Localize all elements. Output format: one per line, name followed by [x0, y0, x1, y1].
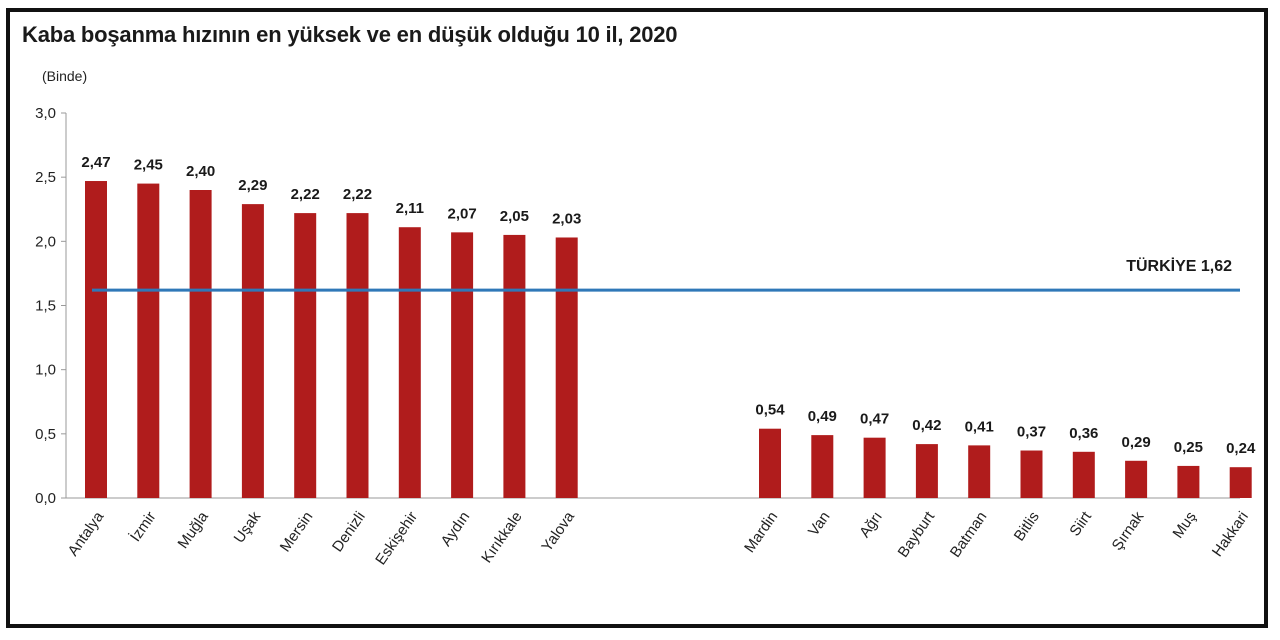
- data-label: 2,03: [552, 210, 581, 227]
- data-label: 2,22: [291, 186, 320, 203]
- chart-title: Kaba boşanma hızının en yüksek ve en düş…: [22, 22, 678, 47]
- category-label: Kırıkkale: [478, 509, 525, 567]
- category-label: Muş: [1169, 509, 1199, 542]
- category-label: Mersin: [277, 509, 317, 556]
- bar: [294, 213, 317, 498]
- data-label: 0,29: [1121, 434, 1150, 451]
- y-tick-label: 3,0: [35, 105, 56, 122]
- data-label: 0,49: [808, 408, 837, 425]
- category-label: Aydın: [438, 509, 474, 550]
- data-label: 0,36: [1069, 425, 1098, 442]
- data-label: 0,47: [860, 411, 889, 428]
- bar: [863, 437, 886, 498]
- category-label: Van: [805, 509, 834, 540]
- y-tick-label: 1,0: [35, 362, 56, 379]
- reference-line-label: TÜRKİYE 1,62: [1126, 256, 1232, 275]
- category-label: Eskişehir: [372, 509, 421, 569]
- category-label: Bitlis: [1011, 509, 1043, 545]
- data-label: 0,37: [1017, 424, 1046, 441]
- data-label: 0,25: [1174, 439, 1203, 456]
- bar: [759, 428, 781, 498]
- bar: [1229, 467, 1252, 498]
- data-label: 0,24: [1226, 440, 1256, 457]
- bar: [137, 183, 160, 499]
- bar: [503, 234, 526, 498]
- category-label: Yalova: [538, 508, 578, 555]
- category-label: İzmir: [126, 508, 159, 545]
- category-label: Siirt: [1066, 508, 1095, 540]
- data-label: 2,22: [343, 186, 372, 203]
- bar: [451, 232, 474, 498]
- data-label: 2,45: [134, 157, 163, 174]
- bar: [85, 181, 107, 498]
- data-label: 0,54: [755, 402, 785, 419]
- bar: [398, 227, 421, 498]
- bar: [915, 444, 938, 498]
- bar: [1072, 451, 1095, 498]
- y-tick-label: 1,5: [35, 298, 56, 315]
- chart-frame: [6, 8, 1268, 628]
- category-label: Şırnak: [1109, 508, 1148, 554]
- data-label: 2,11: [396, 200, 424, 217]
- category-label: Batman: [947, 509, 991, 561]
- bar: [1125, 460, 1148, 498]
- bar: [968, 445, 991, 498]
- category-label: Hakkari: [1209, 509, 1252, 560]
- category-label: Denizli: [329, 509, 369, 556]
- category-label: Mardin: [741, 509, 781, 556]
- data-label: 0,42: [912, 417, 941, 434]
- bar: [555, 237, 578, 498]
- bar: [189, 190, 212, 498]
- category-label: Antalya: [65, 508, 108, 559]
- y-axis-unit-label: (Binde): [42, 68, 88, 84]
- y-tick-label: 2,0: [35, 233, 56, 250]
- category-label: Muğla: [175, 508, 213, 552]
- bar: [241, 204, 264, 498]
- data-label: 2,40: [186, 163, 215, 180]
- data-label: 2,47: [81, 154, 110, 171]
- category-label: Bayburt: [895, 508, 939, 561]
- category-label: Uşak: [231, 508, 265, 546]
- bar: [811, 435, 834, 498]
- y-tick-label: 0,0: [35, 490, 56, 507]
- data-label: 2,07: [447, 205, 476, 222]
- y-tick-label: 2,5: [35, 169, 56, 186]
- data-label: 2,29: [238, 177, 267, 194]
- bar: [1177, 465, 1200, 498]
- y-tick-label: 0,5: [35, 426, 56, 443]
- bar: [1020, 450, 1043, 498]
- data-label: 2,05: [500, 208, 529, 225]
- data-label: 0,41: [965, 418, 994, 435]
- category-label: Ağrı: [856, 509, 886, 541]
- bar: [346, 213, 369, 498]
